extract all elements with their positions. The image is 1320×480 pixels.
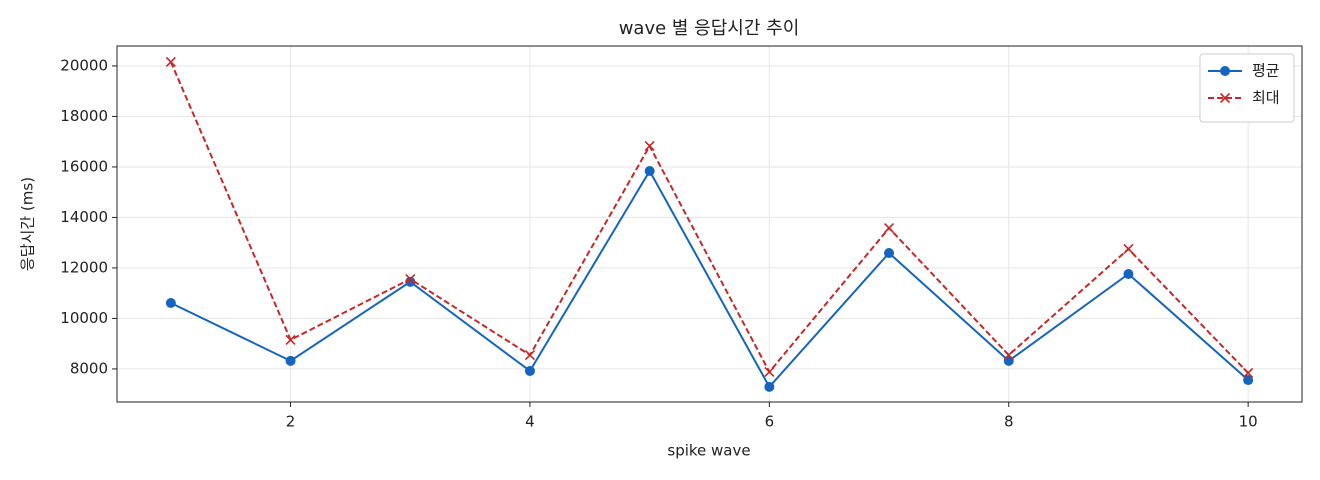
y-tick-label: 20000 [60, 56, 108, 74]
marker [764, 381, 775, 392]
series-line [169, 61, 1249, 374]
marker [1243, 375, 1254, 386]
x-tick-label: 2 [286, 413, 296, 431]
y-tick-label: 14000 [60, 208, 108, 226]
x-tick-label: 6 [765, 413, 775, 431]
y-tick-label: 18000 [60, 107, 108, 125]
series-line [170, 168, 1249, 389]
marker [1003, 355, 1014, 366]
legend-box [1199, 53, 1295, 123]
marker [165, 298, 176, 309]
x-tick-label: 4 [525, 413, 535, 431]
y-axis-label: 응답시간 (ms) [19, 177, 37, 271]
marker [884, 248, 895, 259]
marker [883, 222, 895, 234]
marker [405, 273, 416, 285]
marker [285, 334, 296, 345]
legend-label: 최대 [1252, 89, 1280, 107]
marker [1243, 367, 1254, 379]
legend-label: 평균 [1252, 62, 1280, 80]
marker [1123, 268, 1134, 279]
y-tick-label: 12000 [60, 258, 108, 276]
marker [1003, 349, 1014, 361]
x-tick-label: 10 [1239, 413, 1258, 431]
y-tick-label: 10000 [60, 309, 108, 327]
marker [524, 365, 535, 376]
marker [165, 56, 176, 67]
chart-title: wave 별 응답시간 추이 [619, 18, 800, 39]
marker [1219, 92, 1231, 104]
plot-frame [116, 45, 1303, 403]
marker [764, 366, 775, 378]
x-axis-label: spike wave [667, 442, 750, 460]
marker [524, 349, 536, 361]
x-tick-label: 8 [1004, 413, 1014, 431]
marker [644, 165, 655, 176]
marker [285, 355, 296, 366]
y-tick-label: 16000 [60, 157, 108, 175]
y-tick-label: 8000 [70, 359, 108, 377]
marker [1123, 243, 1134, 255]
marker [644, 140, 655, 152]
marker [1220, 66, 1230, 76]
